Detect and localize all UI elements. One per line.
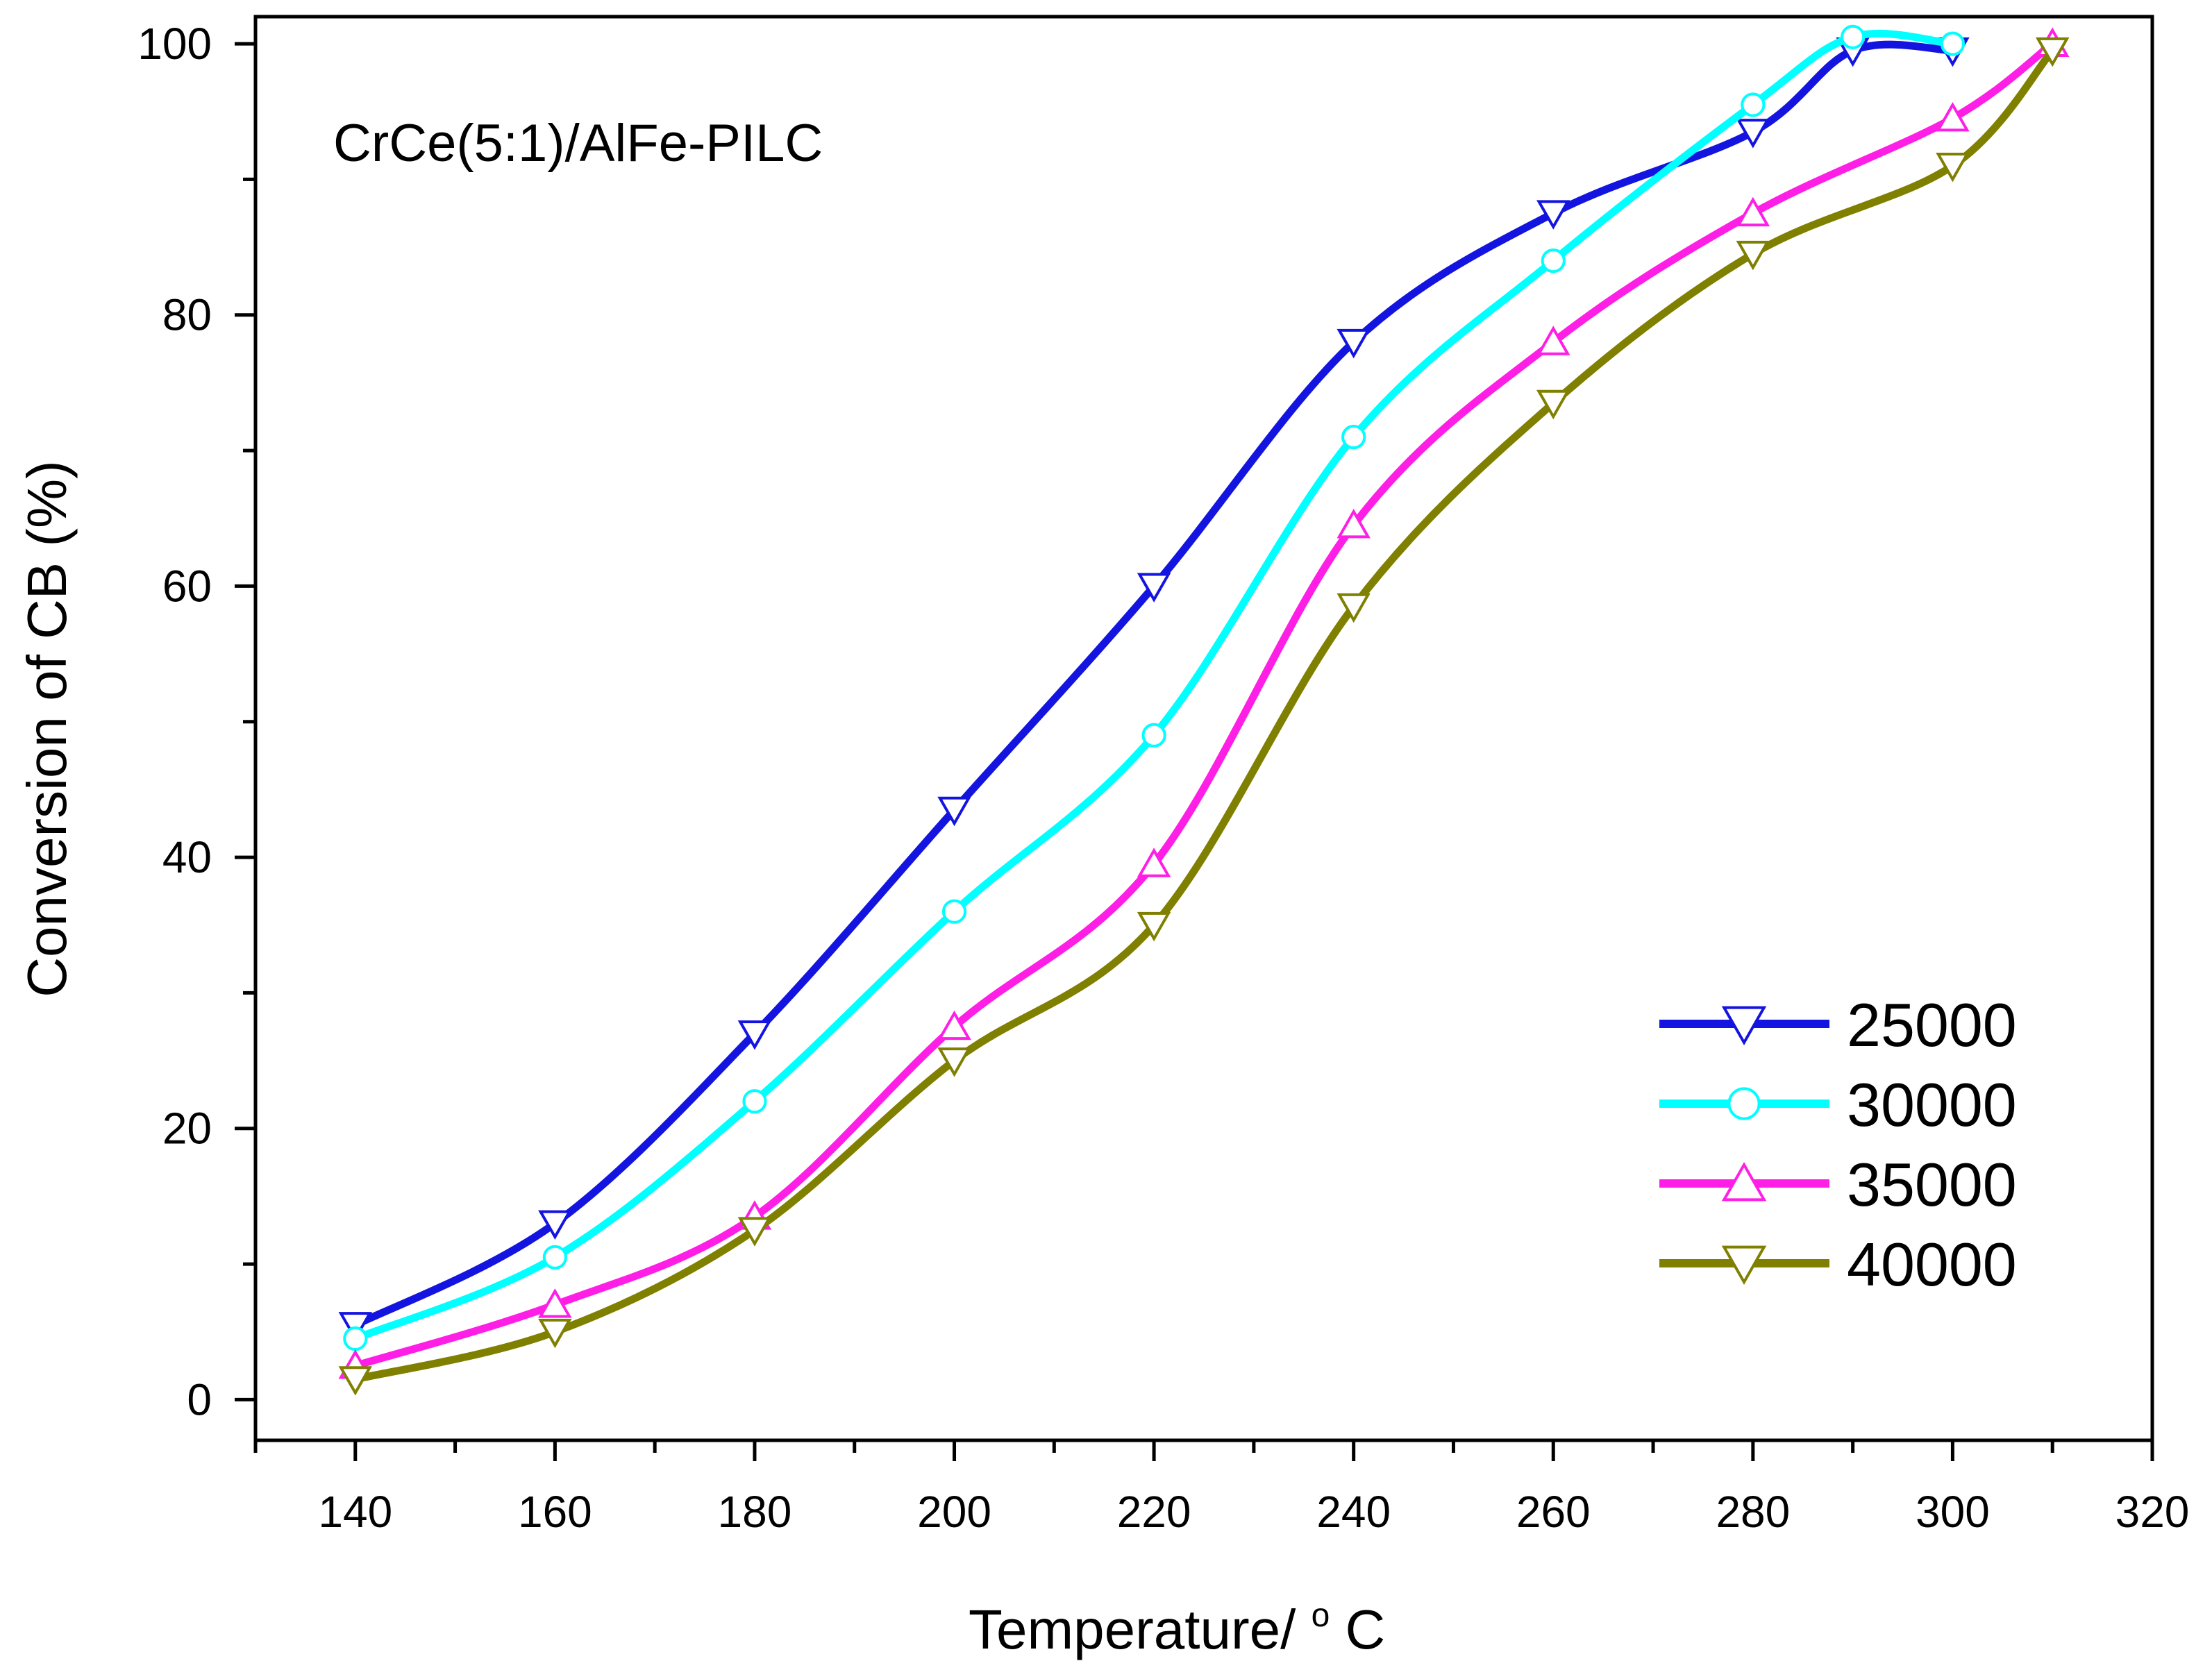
y-tick-label: 100 xyxy=(137,19,212,69)
data-point-40000 xyxy=(937,1047,971,1077)
data-point-40000 xyxy=(1936,152,1970,183)
series-layer xyxy=(338,24,2070,1396)
data-point-25000 xyxy=(1137,573,1171,602)
legend: 25000 30000 35000 40000 xyxy=(1659,991,2017,1299)
x-axis-title-main: Temperature/ xyxy=(969,1599,1296,1660)
data-point-40000 xyxy=(338,1366,373,1396)
legend-item-25000: 25000 xyxy=(1659,991,2017,1059)
data-point-35000 xyxy=(1736,196,1770,227)
legend-marker xyxy=(1721,1006,1767,1046)
data-point-40000 xyxy=(538,1318,572,1349)
data-point-30000 xyxy=(343,1326,368,1351)
x-tick-label: 300 xyxy=(1916,1487,1990,1537)
data-point-35000 xyxy=(1936,101,1970,132)
legend-label: 35000 xyxy=(1847,1150,2017,1219)
series-line-40000 xyxy=(351,47,2056,1383)
data-point-30000 xyxy=(542,1245,567,1270)
data-point-30000 xyxy=(1940,31,1966,56)
data-point-35000 xyxy=(1137,848,1171,877)
data-point-30000 xyxy=(1841,24,1866,49)
data-point-40000 xyxy=(737,1217,772,1247)
x-tick-label: 220 xyxy=(1117,1487,1191,1537)
legend-label: 40000 xyxy=(1847,1230,2017,1299)
y-tick-label: 40 xyxy=(162,832,212,882)
y-tick-label: 80 xyxy=(162,290,212,340)
x-tick-label: 240 xyxy=(1316,1487,1391,1537)
data-point-25000 xyxy=(1736,119,1770,149)
legend-marker xyxy=(1721,1245,1767,1286)
axes-layer: 140 160 180 200 220 240 260 280 300 320 0 20 40 60 80 1… xyxy=(137,15,2190,1537)
data-point-30000 xyxy=(1341,424,1366,450)
x-tick-label: 280 xyxy=(1716,1487,1790,1537)
data-point-35000 xyxy=(1536,326,1570,355)
legend-item-40000: 40000 xyxy=(1659,1230,2017,1299)
data-point-30000 xyxy=(941,899,967,924)
x-tick-label: 140 xyxy=(318,1487,392,1537)
data-point-40000 xyxy=(1337,593,1371,623)
data-point-30000 xyxy=(1741,92,1766,117)
data-point-25000 xyxy=(1536,200,1570,230)
x-tick-label: 180 xyxy=(718,1487,792,1537)
data-point-35000 xyxy=(538,1288,572,1318)
data-point-25000 xyxy=(937,796,971,827)
data-point-40000 xyxy=(1736,240,1770,271)
data-point-25000 xyxy=(1337,328,1371,359)
data-point-35000 xyxy=(937,1010,971,1040)
x-axis-title-unit: C xyxy=(1346,1599,1386,1660)
data-point-30000 xyxy=(742,1089,767,1114)
x-tick-label: 320 xyxy=(2115,1487,2190,1537)
x-axis-title-degree: o xyxy=(1312,1597,1330,1634)
data-point-30000 xyxy=(1141,723,1166,748)
legend-marker xyxy=(1721,1161,1767,1202)
data-point-40000 xyxy=(2035,37,2070,67)
x-axis-title: Temperature/ o C xyxy=(969,1576,1385,1660)
plot-frame xyxy=(253,15,2154,1442)
series-40000 xyxy=(338,37,2070,1396)
y-tick-label: 0 xyxy=(187,1374,212,1424)
data-point-25000 xyxy=(538,1210,572,1240)
legend-marker xyxy=(1727,1087,1761,1120)
legend-label: 30000 xyxy=(1847,1070,2017,1139)
legend-item-30000: 30000 xyxy=(1659,1070,2017,1139)
y-tick-label: 20 xyxy=(162,1104,212,1154)
data-point-30000 xyxy=(1541,248,1566,273)
series-line-30000 xyxy=(351,29,1957,1342)
data-point-40000 xyxy=(1137,911,1171,942)
series-35000 xyxy=(338,27,2070,1379)
series-30000 xyxy=(343,24,1966,1351)
data-point-35000 xyxy=(1337,508,1371,539)
y-tick-label: 60 xyxy=(162,561,212,611)
chart-annotation: CrCe(5:1)/AlFe-PILC xyxy=(333,114,823,173)
legend-label: 25000 xyxy=(1847,991,2017,1059)
legend-item-35000: 35000 xyxy=(1659,1150,2017,1219)
x-tick-label: 200 xyxy=(917,1487,991,1537)
series-line-35000 xyxy=(351,40,2056,1370)
data-point-40000 xyxy=(1536,389,1570,420)
data-point-25000 xyxy=(737,1020,772,1050)
data-point-25000 xyxy=(338,1312,373,1342)
x-tick-label: 160 xyxy=(518,1487,592,1537)
y-axis-title: Conversion of CB (%) xyxy=(16,460,78,997)
x-tick-label: 260 xyxy=(1516,1487,1591,1537)
